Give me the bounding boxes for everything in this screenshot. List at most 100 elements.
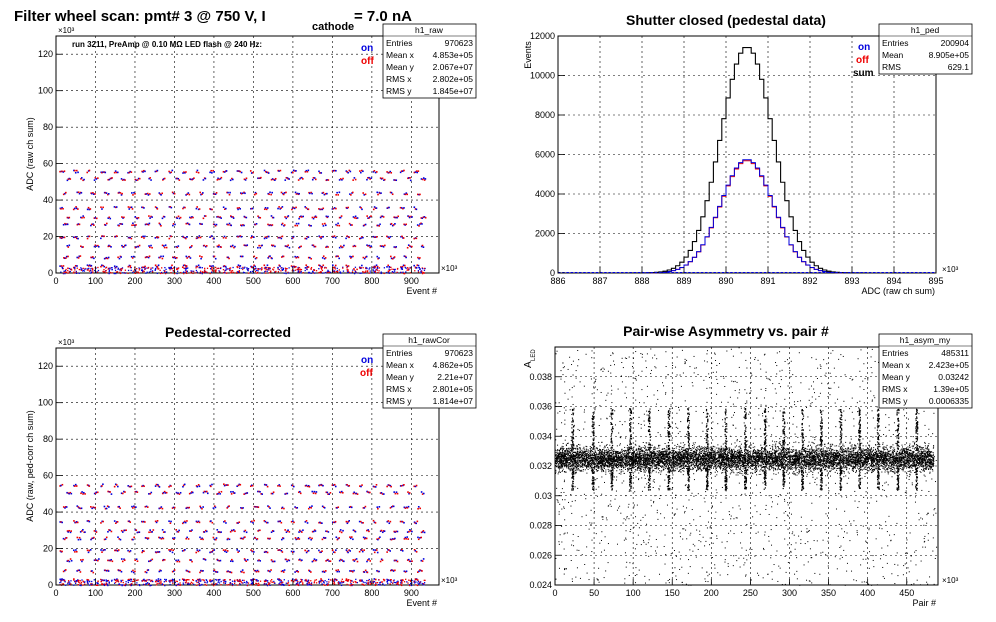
data-point — [172, 537, 174, 540]
data-point — [158, 222, 161, 225]
data-point — [325, 246, 327, 249]
data-point — [658, 489, 660, 491]
panel-pedestal-marks — [558, 47, 936, 274]
data-point — [738, 557, 740, 559]
data-point — [340, 215, 343, 217]
data-point — [790, 551, 792, 553]
data-point — [415, 581, 417, 583]
data-point — [225, 522, 227, 524]
data-point — [758, 414, 760, 416]
data-point — [148, 271, 151, 273]
data-point — [395, 216, 397, 219]
data-point — [322, 506, 325, 509]
data-point — [754, 359, 756, 361]
data-point — [91, 537, 93, 540]
data-point — [130, 255, 133, 258]
data-point — [424, 216, 427, 219]
data-point — [763, 397, 765, 399]
data-point — [359, 267, 361, 269]
data-point — [934, 508, 936, 510]
data-point — [294, 255, 296, 258]
data-point — [195, 171, 198, 173]
data-point — [717, 382, 719, 384]
data-point — [722, 518, 724, 520]
data-point — [295, 580, 297, 582]
data-point — [213, 569, 216, 572]
data-point — [671, 421, 673, 423]
data-point — [61, 170, 63, 173]
data-point — [129, 485, 132, 488]
data-point — [271, 245, 274, 247]
data-point — [912, 441, 914, 443]
data-point — [111, 560, 114, 563]
data-point — [82, 267, 84, 270]
data-point — [240, 235, 243, 238]
data-point — [390, 485, 392, 488]
data-point — [163, 177, 166, 180]
data-point — [125, 529, 127, 532]
data-point — [730, 467, 732, 469]
data-point — [604, 481, 606, 483]
data-point — [730, 515, 732, 517]
data-point — [724, 430, 726, 432]
data-point — [150, 491, 153, 494]
data-point — [355, 578, 357, 581]
data-point — [347, 551, 349, 554]
data-point — [198, 235, 201, 237]
data-point — [411, 582, 413, 584]
data-point — [620, 405, 622, 407]
data-point — [110, 530, 113, 533]
data-point — [178, 217, 181, 220]
data-point — [349, 537, 352, 540]
data-point — [376, 569, 378, 572]
data-point — [223, 483, 225, 485]
data-point — [239, 483, 242, 486]
data-point — [64, 272, 66, 275]
data-point — [270, 193, 272, 196]
data-point — [376, 255, 379, 258]
data-point — [401, 581, 403, 583]
data-point — [812, 436, 814, 438]
data-point — [164, 266, 166, 269]
data-point — [299, 177, 301, 180]
data-point — [811, 357, 813, 359]
data-point — [293, 207, 296, 210]
data-point — [161, 536, 164, 539]
data-point — [664, 427, 666, 429]
data-point — [327, 583, 329, 585]
data-point — [265, 579, 267, 581]
data-point — [243, 244, 246, 246]
data-point — [73, 579, 75, 581]
data-point — [117, 549, 120, 551]
data-point — [871, 348, 873, 350]
data-point — [193, 177, 195, 179]
data-point — [148, 245, 150, 247]
data-point — [149, 492, 152, 495]
x-tick-label: 888 — [634, 276, 649, 286]
data-point — [182, 521, 185, 524]
data-point — [372, 549, 375, 551]
data-point — [80, 269, 83, 271]
data-point — [714, 564, 716, 566]
data-point — [225, 272, 228, 274]
x-tick-label: 800 — [364, 276, 379, 286]
data-point — [250, 207, 252, 210]
data-point — [827, 565, 829, 567]
data-point — [871, 372, 873, 374]
data-point — [692, 543, 694, 545]
data-point — [650, 546, 652, 548]
data-point — [873, 395, 875, 397]
data-point — [232, 491, 234, 493]
data-point — [61, 206, 63, 209]
data-point — [104, 549, 106, 551]
data-point — [676, 446, 678, 448]
data-point — [363, 194, 366, 196]
data-point — [103, 257, 106, 260]
data-point — [656, 358, 658, 360]
data-point — [305, 551, 308, 554]
data-point — [280, 583, 282, 585]
data-point — [336, 579, 338, 582]
data-point — [326, 583, 328, 585]
data-point — [108, 270, 110, 273]
stats-label: Mean y — [386, 62, 415, 72]
